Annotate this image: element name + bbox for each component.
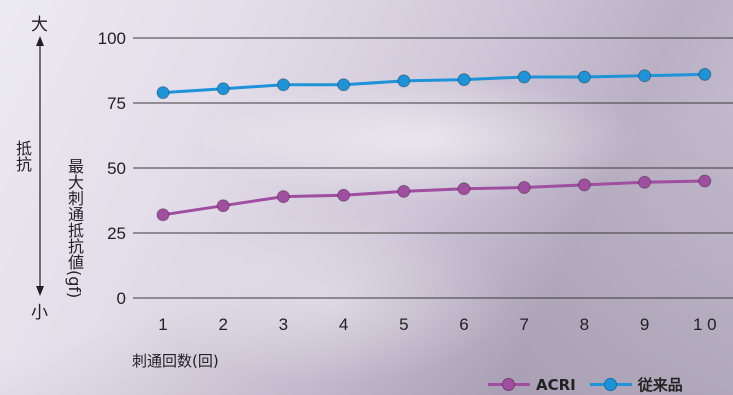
y-tick-label-50: 50 bbox=[107, 159, 126, 178]
x-tick-label-8: 8 bbox=[580, 315, 589, 334]
data-point bbox=[156, 86, 170, 100]
y-tick-label-75: 75 bbox=[107, 94, 126, 113]
x-tick-label-5: 5 bbox=[399, 315, 408, 334]
data-point bbox=[457, 182, 471, 196]
series-acri bbox=[156, 174, 712, 222]
resistance-high-label: 大 bbox=[31, 15, 48, 35]
x-tick-label-2: 2 bbox=[218, 315, 227, 334]
resistance-axis-label: 抵抗 bbox=[13, 140, 32, 172]
data-point bbox=[457, 73, 471, 87]
series-lines bbox=[156, 67, 712, 222]
y-tick-label-100: 100 bbox=[98, 29, 126, 48]
legend-label-conventional: 従来品 bbox=[637, 376, 683, 394]
x-tick-labels: 1 2 3 4 5 6 7 8 9 1 0 bbox=[158, 315, 716, 334]
data-point bbox=[337, 188, 351, 202]
legend-swatch-conventional bbox=[589, 378, 632, 391]
data-point bbox=[216, 82, 230, 96]
y-tick-labels: 0 25 50 75 100 bbox=[98, 29, 126, 308]
x-tick-label-4: 4 bbox=[339, 315, 348, 334]
gridlines bbox=[133, 37, 733, 299]
x-axis-label: 刺通回数(回) bbox=[132, 352, 219, 370]
data-point bbox=[276, 78, 290, 92]
legend: ACRI 従来品 bbox=[474, 374, 683, 395]
x-tick-label-7: 7 bbox=[519, 315, 528, 334]
data-point bbox=[397, 74, 411, 88]
x-tick-label-3: 3 bbox=[279, 315, 288, 334]
data-point bbox=[156, 208, 170, 222]
data-point bbox=[517, 181, 531, 194]
y-tick-label-25: 25 bbox=[107, 224, 126, 243]
x-tick-label-10: 1 0 bbox=[693, 315, 717, 334]
x-tick-label-1: 1 bbox=[158, 315, 167, 334]
resistance-arrow bbox=[36, 36, 44, 296]
data-point bbox=[577, 178, 591, 192]
data-point bbox=[397, 184, 411, 198]
x-tick-label-9: 9 bbox=[640, 315, 649, 334]
data-point bbox=[698, 67, 712, 81]
data-point bbox=[638, 175, 652, 189]
x-tick-label-6: 6 bbox=[459, 315, 468, 334]
data-point bbox=[577, 70, 591, 84]
data-point bbox=[517, 70, 531, 84]
y-tick-label-0: 0 bbox=[117, 289, 126, 308]
resistance-low-label: 小 bbox=[31, 303, 48, 323]
series-line bbox=[162, 179, 705, 217]
legend-item-conventional: 従来品 bbox=[589, 374, 683, 395]
data-point bbox=[638, 69, 652, 83]
data-point bbox=[698, 174, 712, 188]
legend-label-acri: ACRI bbox=[536, 375, 576, 394]
legend-swatch-acri bbox=[488, 378, 530, 391]
series-line bbox=[162, 72, 705, 95]
series-conventional bbox=[156, 67, 712, 100]
data-point bbox=[216, 199, 230, 213]
legend-item-acri: ACRI bbox=[488, 376, 576, 394]
data-point bbox=[337, 78, 351, 92]
data-point bbox=[276, 190, 290, 204]
y-axis-label: 最大刺通抵抗値(gf) bbox=[65, 158, 84, 299]
